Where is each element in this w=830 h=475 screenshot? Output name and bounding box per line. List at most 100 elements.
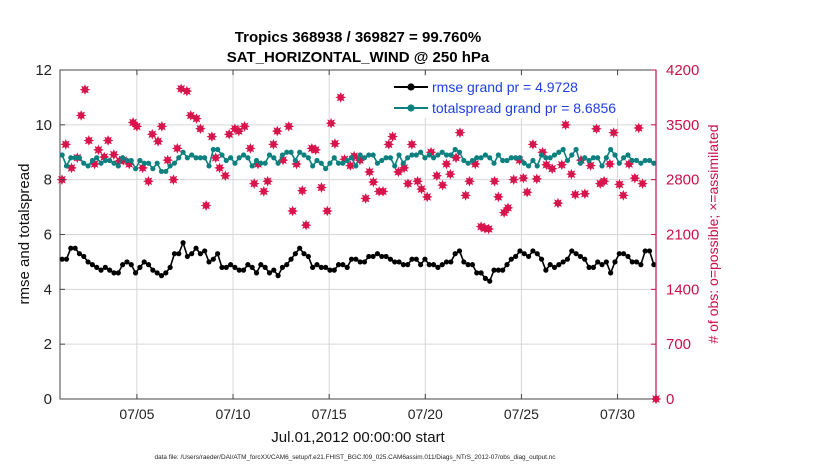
- rmse-point: [513, 253, 519, 260]
- totalspread-point: [81, 160, 87, 166]
- obs-count-point: [210, 152, 222, 164]
- y-right-tick-label: 4200: [666, 62, 699, 79]
- rmse-point: [145, 262, 152, 268]
- rmse-point: [361, 259, 368, 265]
- rmse-point: [227, 262, 234, 268]
- totalspread-point: [120, 155, 126, 161]
- obs-count-point: [450, 152, 462, 164]
- rmse-point: [534, 251, 540, 257]
- rmse-point: [167, 264, 173, 270]
- rmse-point: [426, 262, 432, 268]
- obs-count-point: [556, 159, 568, 171]
- rmse-point: [310, 264, 316, 270]
- totalspread-point: [357, 152, 363, 158]
- obs-count-point: [637, 178, 648, 189]
- totalspread-point: [107, 157, 113, 164]
- rmse-point: [81, 253, 87, 260]
- totalspread-point: [137, 157, 143, 164]
- rmse-point: [538, 256, 545, 262]
- totalspread-point: [318, 160, 324, 166]
- obs-count-point: [377, 186, 389, 197]
- rmse-point: [137, 264, 143, 270]
- rmse-point: [625, 253, 631, 260]
- obs-count-point: [83, 135, 95, 146]
- x-axis-label: Jul.01,2012 00:00:00 start: [271, 429, 445, 446]
- rmse-point: [72, 245, 78, 251]
- totalspread-point: [314, 157, 320, 164]
- rmse-point: [530, 248, 536, 254]
- obs-count-point: [239, 121, 250, 132]
- y-left-tick-label: 4: [44, 281, 52, 298]
- rmse-point: [478, 270, 484, 276]
- totalspread-point: [418, 149, 424, 155]
- rmse-point: [383, 253, 389, 260]
- obs-count-point: [143, 175, 154, 187]
- rmse-point: [556, 262, 562, 268]
- totalspread-point: [68, 155, 74, 161]
- obs-count-point: [214, 162, 225, 174]
- totalspread-point: [443, 152, 450, 158]
- rmse-point: [646, 248, 653, 254]
- totalspread-point: [569, 152, 575, 158]
- totalspread-point: [392, 163, 398, 169]
- obs-count-point: [585, 160, 596, 171]
- y-axis-left: 0 2 4 6 8 10 12: [35, 62, 65, 408]
- rmse-point: [461, 259, 467, 265]
- rmse-point: [63, 256, 70, 262]
- totalspread-point: [132, 166, 139, 172]
- data-file-footer: data file: /Users/raeder/DAI/ATM_forcXX/…: [155, 454, 557, 461]
- obs-count-point: [483, 223, 495, 235]
- totalspread-point: [102, 157, 108, 164]
- totalspread-point: [335, 160, 342, 166]
- totalspread-point: [111, 160, 117, 166]
- rmse-point: [638, 262, 644, 268]
- rmse-point: [284, 262, 290, 268]
- obs-count-point: [296, 185, 308, 196]
- rmse-point: [258, 262, 264, 268]
- rmse-point: [357, 259, 363, 265]
- rmse-point: [271, 267, 277, 273]
- obs-count-point: [146, 128, 158, 140]
- obs-count-point: [60, 139, 72, 150]
- totalspread-point: [504, 157, 510, 164]
- totalspread-point: [517, 155, 523, 161]
- rmse-point: [76, 251, 83, 257]
- rmse-point: [85, 259, 91, 265]
- totalspread-point: [310, 163, 316, 169]
- rmse-point: [98, 267, 104, 273]
- totalspread-point: [240, 152, 247, 158]
- rmse-point: [340, 262, 346, 268]
- obs-count-point: [344, 160, 356, 171]
- y-left-tick-label: 10: [35, 117, 52, 134]
- totalspread-point: [500, 157, 506, 164]
- totalspread-point: [538, 152, 545, 158]
- y-right-tick-label: 2100: [666, 227, 699, 244]
- totalspread-point: [625, 152, 631, 158]
- rmse-point: [215, 251, 221, 257]
- y-axis-left-label: rmse and totalspread: [16, 164, 33, 305]
- rmse-point: [193, 245, 199, 251]
- totalspread-point: [279, 152, 286, 158]
- rmse-point: [292, 251, 298, 257]
- obs-count-point: [364, 166, 375, 178]
- obs-count-point: [325, 117, 337, 129]
- x-tick-label: 07/20: [408, 406, 443, 422]
- totalspread-point: [232, 160, 238, 166]
- obs-count-point: [412, 175, 423, 187]
- rmse-point: [158, 273, 165, 279]
- obs-count-point: [566, 168, 577, 180]
- obs-count-point: [162, 154, 174, 166]
- obs-count-point: [489, 175, 500, 187]
- rmse-point: [206, 259, 212, 265]
- rmse-point: [163, 270, 169, 276]
- rmse-point: [120, 262, 126, 268]
- totalspread-point: [59, 152, 65, 158]
- rmse-point: [297, 245, 303, 251]
- totalspread-point: [85, 163, 91, 169]
- obs-count-point: [258, 186, 270, 197]
- obs-count-point: [108, 149, 120, 160]
- totalspread-point: [448, 152, 454, 158]
- totalspread-point: [331, 155, 337, 161]
- rmse-point: [107, 267, 113, 273]
- obs-count-point: [152, 135, 164, 147]
